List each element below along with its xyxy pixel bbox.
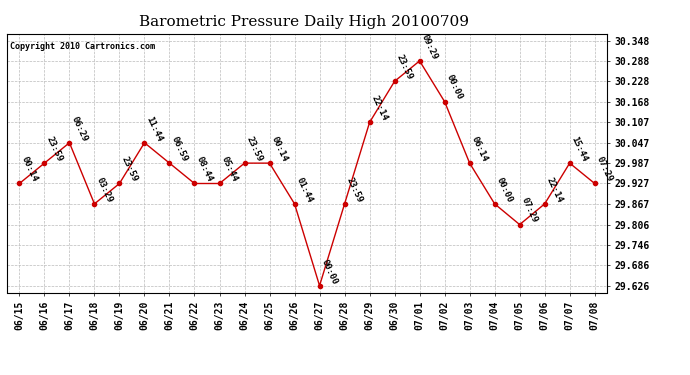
Text: 23:59: 23:59: [344, 176, 364, 204]
Text: 07:29: 07:29: [520, 196, 539, 225]
Text: 00:14: 00:14: [19, 155, 39, 183]
Text: 06:59: 06:59: [170, 135, 189, 163]
Text: 09:29: 09:29: [420, 33, 439, 61]
Text: 00:00: 00:00: [495, 176, 514, 204]
Text: 15:44: 15:44: [570, 135, 589, 163]
Text: Barometric Pressure Daily High 20100709: Barometric Pressure Daily High 20100709: [139, 15, 469, 29]
Text: 22:14: 22:14: [370, 94, 389, 122]
Text: 01:44: 01:44: [295, 176, 314, 204]
Text: 23:59: 23:59: [119, 155, 139, 183]
Text: 23:59: 23:59: [395, 53, 414, 81]
Text: 23:59: 23:59: [244, 135, 264, 163]
Text: 06:29: 06:29: [70, 115, 89, 143]
Text: 23:59: 23:59: [44, 135, 64, 163]
Text: 00:00: 00:00: [444, 74, 464, 102]
Text: 06:14: 06:14: [470, 135, 489, 163]
Text: 03:29: 03:29: [95, 176, 114, 204]
Text: 22:14: 22:14: [544, 176, 564, 204]
Text: 00:14: 00:14: [270, 135, 289, 163]
Text: 00:00: 00:00: [319, 258, 339, 286]
Text: 07:29: 07:29: [595, 155, 614, 183]
Text: 08:44: 08:44: [195, 155, 214, 183]
Text: Copyright 2010 Cartronics.com: Copyright 2010 Cartronics.com: [10, 42, 155, 51]
Text: 11:44: 11:44: [144, 115, 164, 143]
Text: 05:44: 05:44: [219, 155, 239, 183]
